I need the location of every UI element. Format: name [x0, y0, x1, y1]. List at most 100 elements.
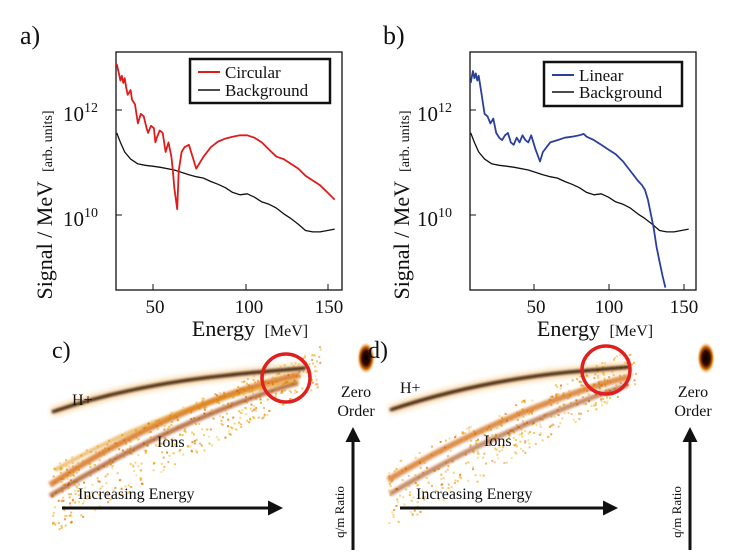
- panel-c-speckle-dot: [189, 445, 192, 448]
- panel-d-speckle-dot: [616, 355, 619, 358]
- panel-b-ticks: [470, 109, 685, 290]
- panel-c-speckle-dot: [313, 354, 316, 357]
- panel-a-ticks: [116, 109, 329, 290]
- panel-d-speckle-dot: [445, 439, 447, 442]
- panel-d-speckle-dot: [614, 357, 617, 359]
- panel-d-speckle-dot: [518, 433, 521, 436]
- panel-c-speckle-dot: [238, 421, 240, 424]
- panel-d-speckle-dot: [510, 457, 513, 460]
- panel-c-speckle-dot: [139, 469, 142, 472]
- panel-d-ions-label: Ions: [484, 433, 512, 450]
- panel-c-speckle-dot: [314, 370, 316, 373]
- panel-d-speckle-dot: [529, 431, 531, 434]
- panel-c-speckle-dot: [235, 428, 238, 431]
- panel-c-speckle-dot: [224, 409, 227, 412]
- panel-c-speckle-dot: [290, 362, 293, 365]
- panel-d-speckle-dot: [389, 494, 392, 497]
- panel-d-speckle-dot: [556, 385, 559, 388]
- panel-b-plot-frame: [469, 51, 697, 291]
- panel-b-ylabel: Signal / MeV: [389, 181, 414, 300]
- panel-c-speckle-dot: [68, 493, 71, 496]
- panel-d-speckle-dot: [423, 499, 426, 501]
- panel-d-speckle-dot: [493, 461, 496, 464]
- panel-c-speckle-dot: [79, 488, 82, 491]
- panel-d-speckle-dot: [467, 461, 470, 464]
- panel-c-speckle-dot: [132, 465, 135, 468]
- panel-a-x-axis-label: Energy [MeV]: [192, 316, 308, 341]
- panel-c-speckle-dot: [85, 449, 88, 452]
- panel-c-speckle-dot: [274, 395, 277, 398]
- panel-d-speckle-dot: [395, 505, 398, 507]
- panel-d-speckle-dot: [494, 433, 497, 436]
- panel-c-speckle-dot: [134, 461, 137, 464]
- panel-d-speckle-dot: [558, 405, 561, 408]
- panel-c-speckle-dot: [237, 385, 240, 388]
- panel-d-speckle-dot: [575, 399, 578, 402]
- panel-d-speckle-dot: [635, 372, 637, 375]
- panel-c-speckle-dot: [220, 419, 223, 422]
- panel-d-speckle-dot: [502, 445, 504, 448]
- panel-d-speckle-dot: [500, 424, 503, 427]
- panel-c-speckle-dot: [195, 438, 198, 441]
- panel-d-speckle-dot: [417, 484, 420, 486]
- panel-c-speckle-dot: [249, 407, 252, 410]
- panel-d-speckle-dot: [461, 431, 464, 434]
- panel-c-speckle-dot: [249, 418, 252, 421]
- panel-c-speckle-dot: [112, 489, 115, 492]
- panel-b-ytick-label-12: 1012: [417, 101, 452, 126]
- panel-d-speckle-dot: [438, 498, 441, 501]
- panel-c-speckle-dot: [179, 433, 181, 436]
- panel-c-speckle-dot: [69, 479, 72, 482]
- panel-c-ion-trace-2: [48, 380, 299, 499]
- panel-d-speckle-dot: [528, 413, 531, 416]
- panel-d: d) H+ Ions Increasing Energy Zero Order …: [368, 338, 715, 550]
- panel-d-speckle-dot: [475, 439, 478, 442]
- panel-d-speckle-dot: [601, 362, 604, 365]
- panel-c-speckle-dot: [121, 493, 124, 496]
- panel-a-xtick-label-150: 150: [315, 297, 344, 318]
- panel-c-speckle-dot: [203, 412, 206, 415]
- panel-d-speckle-dot: [448, 437, 451, 440]
- panel-c-speckle-dot: [289, 398, 292, 401]
- panel-c-speckle-dot: [195, 449, 198, 452]
- panel-c-speckle-dot: [294, 362, 297, 365]
- panel-c-speckle-dot: [161, 451, 164, 454]
- panel-d-speckle-dot: [524, 430, 526, 433]
- panel-d-speckle-dot: [515, 404, 518, 407]
- panel-a-label: a): [20, 21, 40, 50]
- panel-d-speckle-dot: [597, 380, 600, 383]
- panel-d-speckle-dot: [414, 456, 417, 459]
- panel-c-speckle-dot: [63, 509, 66, 512]
- panel-c-speckle-dot: [316, 360, 318, 363]
- panel-d-speckle-dot: [496, 427, 499, 430]
- panel-d-speckle-dot: [602, 373, 605, 376]
- panel-c-speckle-dot: [221, 423, 224, 426]
- panel-d-speckle-dot: [520, 433, 523, 436]
- panel-d-speckle-dot: [527, 439, 530, 442]
- panel-c-speckle-dot: [65, 514, 68, 517]
- panel-c-speckle-dot: [149, 431, 152, 433]
- panel-d-speckle-dot: [423, 462, 426, 464]
- panel-c-speckle-dot: [301, 387, 304, 390]
- panel-c-speckle-dot: [248, 421, 251, 424]
- panel-d-speckle-dot: [514, 439, 517, 441]
- panel-c-speckle-dot: [52, 511, 55, 514]
- panel-c-speckle-dot: [74, 492, 77, 495]
- panel-c-speckle-dot: [288, 389, 291, 392]
- panel-d-speckle-dot: [453, 482, 456, 484]
- panel-c-speckle-dot: [166, 451, 169, 454]
- panel-c-speckle-dot: [77, 494, 80, 497]
- panel-c-speckle-dot: [192, 433, 195, 436]
- panel-c-speckle-dot: [63, 515, 66, 518]
- panel-d-speckle-dot: [533, 432, 536, 434]
- panel-c-speckle-dot: [221, 416, 224, 419]
- panel-d-speckle-dot: [605, 402, 608, 405]
- panel-d-speckle-dot: [409, 491, 412, 494]
- panel-d-speckle-dot: [475, 442, 478, 445]
- panel-c-speckle-dot: [109, 499, 112, 502]
- panel-a-ylabel: Signal / MeV: [32, 181, 57, 300]
- panel-c-speckle-dot: [76, 486, 79, 489]
- panel-d-speckle-dot: [495, 448, 498, 451]
- panel-c-speckle-dot: [163, 425, 166, 428]
- panel-c-speckle-dot: [250, 403, 253, 406]
